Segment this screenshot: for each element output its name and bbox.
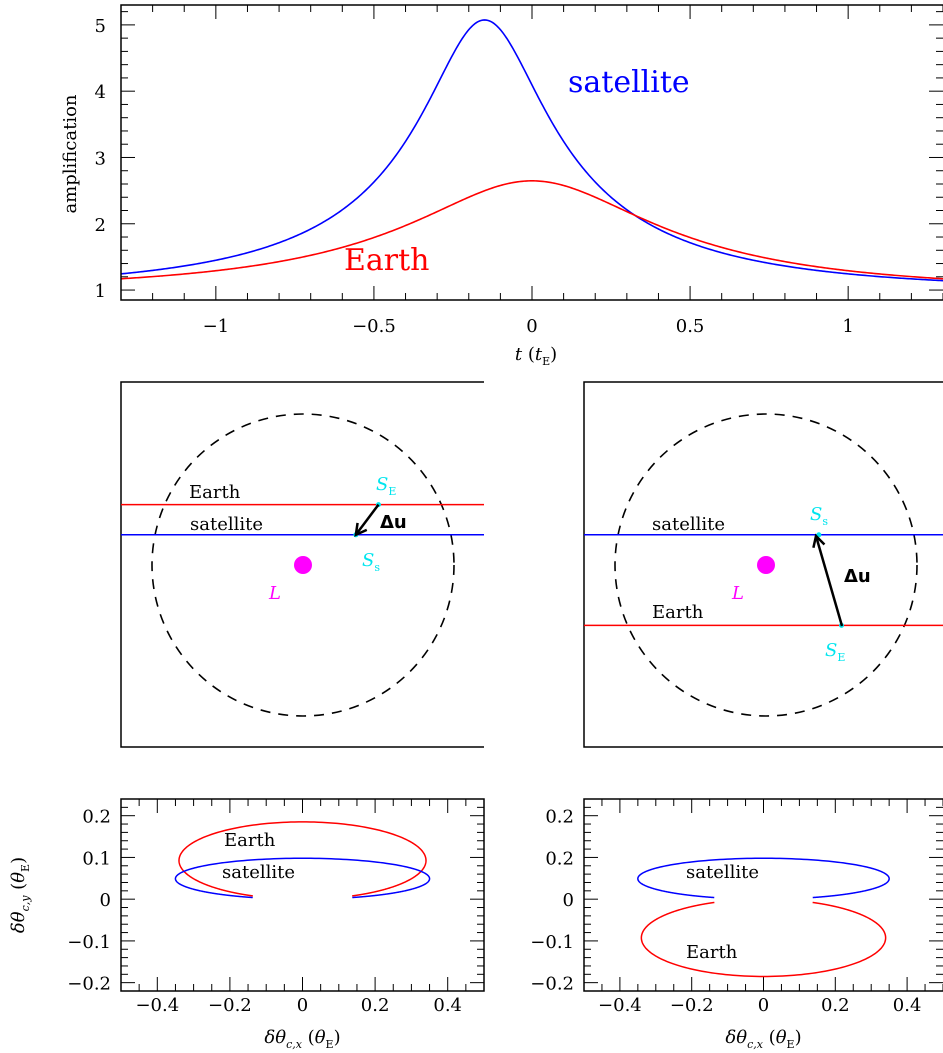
einstein-ring [614, 413, 918, 717]
x-tick-label: 0.2 [821, 995, 850, 1016]
lens-label: L [268, 583, 281, 604]
y-tick-label: 0.2 [545, 807, 574, 828]
y-tick-label: 4 [95, 82, 106, 103]
track-label-earth: Earth [189, 482, 241, 503]
source-satellite-label: Ss [810, 504, 828, 528]
x-tick-label: 0 [758, 995, 769, 1016]
x-axis-label: t (tE) [515, 344, 557, 368]
centroid-curve-satellite [637, 857, 890, 899]
centroid-curve-earth [178, 821, 427, 897]
lens-dot [294, 556, 312, 574]
diagram-frame [120, 381, 484, 748]
y-axis-label: δθc,y (θE) [8, 857, 32, 933]
x-tick-label: −0.4 [135, 995, 179, 1016]
x-axis-label: δθc,x (θE) [264, 1027, 340, 1051]
y-tick-label: −0.2 [67, 974, 111, 995]
centroid-curve-satellite [174, 857, 431, 899]
track-label-satellite: satellite [190, 514, 263, 535]
y-tick-label: 0 [563, 890, 574, 911]
y-tick-label: −0.2 [530, 974, 574, 995]
track-label-satellite: satellite [652, 514, 725, 535]
source-earth-label: SE [825, 640, 845, 664]
series-line-earth [120, 180, 943, 280]
axes-frame [120, 798, 485, 992]
x-tick-label: 0.2 [361, 995, 390, 1016]
x-tick-label: −0.2 [670, 995, 714, 1016]
x-tick-label: 0 [297, 995, 308, 1016]
lens-dot [757, 556, 775, 574]
delta-u-arrow [814, 535, 844, 627]
lens-label: L [731, 583, 744, 604]
centroid-panel-left: −0.4 −0.2 0 0.2 0.4 −0.2 −0.1 0 0.1 0.2 δθc,x (θE)… [8, 798, 485, 1051]
y-axis-label: amplification [60, 94, 81, 213]
source-earth-label: SE [376, 474, 396, 498]
curve-label-satellite: satellite [222, 862, 295, 883]
centroid-panel-right: −0.4 −0.2 0 0.2 0.4 −0.2 −0.1 0 0.2 0.2 δθc,x (θE)… [530, 798, 943, 1051]
y-tick-label: 0.2 [82, 807, 111, 828]
y-tick-label: −0.1 [67, 932, 111, 953]
y-tick-label: 0 [100, 890, 111, 911]
delta-u-label: Δu [380, 512, 407, 533]
delta-u-label: Δu [844, 566, 871, 587]
x-tick-label: 0.4 [893, 995, 922, 1016]
series-label-satellite: satellite [568, 65, 690, 100]
diagram-frame [583, 381, 943, 748]
axes-frame [583, 798, 943, 992]
y-tick-label: 1 [95, 281, 106, 302]
y-tick-label: 0.2 [545, 848, 574, 869]
einstein-ring [151, 413, 455, 717]
source-satellite-label: Ss [362, 550, 380, 574]
x-tick-label: 0.4 [433, 995, 462, 1016]
series-label-earth: Earth [344, 243, 430, 278]
x-tick-label: −0.4 [598, 995, 642, 1016]
y-tick-label: 0.1 [82, 848, 111, 869]
x-tick-label: 0 [526, 316, 537, 337]
y-tick-label: −0.1 [530, 932, 574, 953]
curve-label-satellite: satellite [686, 862, 759, 883]
x-tick-label: 0.5 [676, 316, 705, 337]
curve-label-earth: Earth [224, 830, 276, 851]
x-tick-label: −0.5 [352, 316, 396, 337]
series-line-satellite [120, 19, 943, 282]
x-tick-label: −0.2 [208, 995, 252, 1016]
curve-label-earth: Earth [686, 942, 738, 963]
delta-u-arrow [354, 503, 380, 536]
track-label-earth: Earth [652, 602, 704, 623]
x-tick-label: 1 [842, 316, 853, 337]
y-tick-label: 3 [95, 148, 106, 169]
centroid-curve-earth [640, 901, 887, 978]
y-tick-label: 2 [95, 215, 106, 236]
axes-frame [120, 4, 943, 301]
x-tick-label: −1 [203, 316, 230, 337]
delta-u-arrow-head [354, 522, 368, 537]
delta-u-arrow-head [812, 533, 826, 548]
x-axis-label: δθc,x (θE) [725, 1027, 801, 1051]
y-tick-label: 5 [95, 16, 106, 37]
lightcurve-panel: −1 −0.5 0 0.5 1 1 2 3 4 5 satellite Earth t (tE) ampl… [60, 4, 943, 368]
